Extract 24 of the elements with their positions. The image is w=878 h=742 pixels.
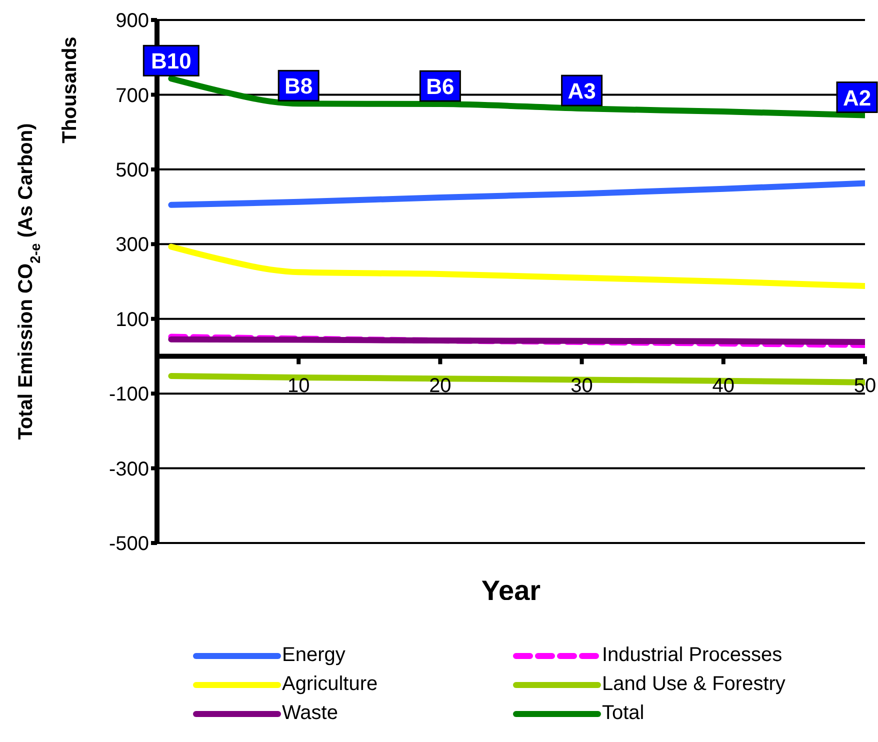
annotation: A3 <box>568 78 596 104</box>
legend-label: Waste <box>282 702 338 725</box>
legend-label: Land Use & Forestry <box>602 673 786 696</box>
annotation: B8 <box>284 74 313 99</box>
y-tick-label: -100 <box>108 384 149 406</box>
x-axis-title: Year <box>481 575 541 606</box>
y-tick-label: 300 <box>116 234 149 256</box>
y-tick-label: 500 <box>116 160 149 182</box>
annotation: B10 <box>150 48 192 74</box>
y-tick-label: 900 <box>116 10 149 32</box>
annotation: B6 <box>426 74 454 100</box>
legend-label: Industrial Processes <box>602 644 782 667</box>
text: Thousands <box>59 36 81 144</box>
legend-label: Agriculture <box>282 673 378 696</box>
y-tick-label: 100 <box>116 308 149 331</box>
y-tick-label: 700 <box>116 84 149 107</box>
x-tick-label: 20 <box>429 375 452 398</box>
y-tick-label: -500 <box>108 533 149 556</box>
legend-label: Energy <box>282 644 346 667</box>
x-tick-label: 50 <box>854 375 876 398</box>
legend-label: Total <box>602 702 644 725</box>
x-tick-label: 10 <box>287 375 310 398</box>
annotation: A2 <box>842 85 872 110</box>
y-tick-label: -300 <box>108 458 149 480</box>
